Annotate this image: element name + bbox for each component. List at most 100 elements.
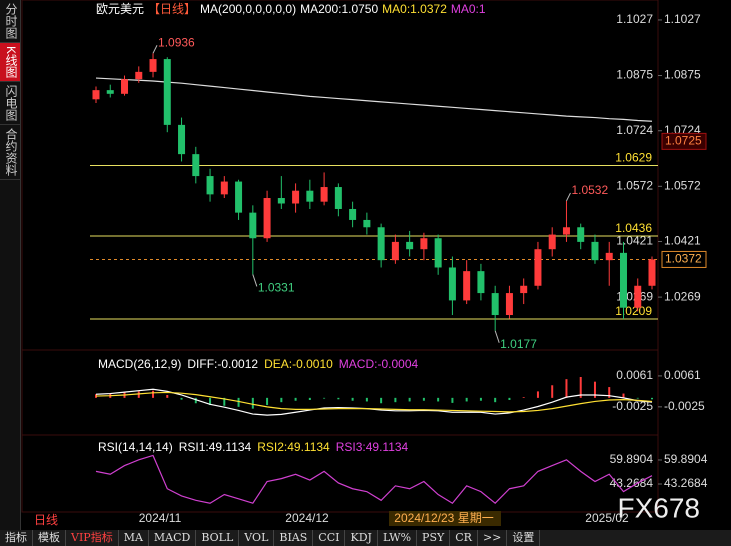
toolbar-tab[interactable]: LW%: [378, 530, 418, 546]
header-item: MA0:1: [451, 2, 486, 16]
x-label: 2024/12/23 星期一: [394, 511, 493, 525]
candle-body: [391, 241, 399, 261]
ma-box-label: 1.0725: [665, 134, 702, 148]
price-box: [661, 250, 707, 268]
candle-body: [178, 124, 186, 155]
candle-body: [548, 234, 556, 250]
candle-body: [235, 181, 243, 213]
toolbar-tab[interactable]: 指标: [0, 530, 33, 546]
macd-item: MACD(26,12,9): [98, 357, 181, 371]
toolbar-tab[interactable]: CR: [450, 530, 478, 546]
candle-body: [149, 59, 157, 72]
dea-line: [95, 391, 653, 413]
y-tick-label: 1.1027: [664, 12, 701, 26]
candle-body: [648, 259, 656, 286]
level-label: 1.0629: [615, 151, 652, 165]
pointer: [494, 330, 500, 343]
header-item: MA(200,0,0,0,0,0): [200, 2, 296, 16]
toolbar-tab[interactable]: BOLL: [196, 530, 240, 546]
header-item: 欧元美元: [96, 2, 144, 16]
y-tick-label: 1.1027: [616, 12, 653, 26]
header-item: MA0:1.0372: [382, 2, 447, 16]
side-tab[interactable]: 闪电图: [0, 82, 20, 126]
toolbar-tab[interactable]: 模板: [33, 530, 66, 546]
pane: [21, 0, 659, 351]
header-item: MA200:1.0750: [300, 2, 378, 16]
candle-body: [491, 293, 499, 316]
candle-body: [320, 187, 328, 202]
pointer: [252, 274, 258, 287]
y-tick-label: 1.0875: [664, 68, 701, 82]
candle-body: [562, 227, 570, 235]
side-tab[interactable]: K线图: [0, 43, 20, 83]
toolbar-tab[interactable]: VOL: [239, 530, 275, 546]
toolbar-tab[interactable]: VIP指标: [66, 530, 119, 546]
side-tab[interactable]: 合约资料: [0, 125, 20, 181]
candle-body: [448, 267, 456, 301]
sidebar: 分时图 K线图 闪电图 合约资料: [0, 0, 21, 530]
candle-body: [349, 208, 357, 220]
candle-body: [292, 190, 300, 204]
toolbar-tab[interactable]: BIAS: [274, 530, 314, 546]
candle-body: [634, 285, 642, 308]
rsi-item: RSI2:49.1134: [257, 440, 330, 454]
side-tab[interactable]: 分时图: [0, 0, 20, 43]
candle-body: [577, 227, 585, 242]
candle-body: [334, 187, 342, 209]
toolbar-tab[interactable]: KDJ: [345, 530, 378, 546]
header-item: 【日线】: [148, 2, 196, 16]
macd-item: DIFF:-0.0012: [187, 357, 258, 371]
y-tick-label: -0.0025: [664, 399, 705, 413]
macd-item: DEA:-0.0010: [264, 357, 333, 371]
candle-body: [163, 59, 171, 125]
y-tick-label: 0.0061: [664, 368, 701, 382]
y-tick-label: 1.0724: [616, 123, 653, 137]
candle-body: [591, 241, 599, 261]
x-label: 2025/02: [585, 511, 629, 525]
toolbar-tab[interactable]: 设置: [507, 530, 541, 546]
candle-body: [220, 181, 228, 195]
x-label: 2024/12: [285, 511, 329, 525]
toolbar-tab[interactable]: CCI: [313, 530, 346, 546]
extreme-label: 1.0936: [158, 35, 195, 49]
toolbar-tab[interactable]: >>: [478, 530, 508, 546]
y-tick-label: -0.0025: [612, 399, 653, 413]
toolbar-tab[interactable]: MA: [119, 530, 149, 546]
candle-body: [434, 238, 442, 268]
pane: [21, 434, 659, 513]
candle-body: [206, 176, 214, 195]
y-tick-label: 1.0269: [664, 289, 701, 303]
ma-box: [661, 132, 707, 150]
extreme-label: 1.0177: [500, 337, 537, 351]
candle-body: [363, 219, 371, 228]
rsi-item: RSI1:49.1134: [179, 440, 252, 454]
pointer: [152, 44, 158, 54]
toolbar-tab[interactable]: MACD: [149, 530, 197, 546]
y-tick-label: 1.0572: [664, 178, 701, 192]
y-tick-label: 43.2684: [610, 476, 654, 490]
candle-body: [619, 252, 627, 308]
toolbar: 指标 模板 VIP指标 MA MACD BOLL VOL BIAS CCI KDJ LW% PSY CR…: [0, 530, 731, 546]
candle-body: [277, 198, 285, 204]
candle-body: [477, 271, 485, 294]
candle-body: [406, 241, 414, 250]
rsi-line: [95, 454, 653, 505]
cursor-date-bg: [389, 511, 501, 526]
y-tick-label: 43.2684: [664, 476, 708, 490]
ma200-line: [95, 77, 653, 122]
candle-body: [534, 249, 542, 286]
y-tick-label: 59.8904: [664, 452, 708, 466]
extreme-label: 1.0331: [258, 281, 295, 295]
y-tick-label: 0.0061: [616, 368, 653, 382]
candle-body: [263, 198, 271, 239]
macd-item: MACD:-0.0004: [339, 357, 419, 371]
y-tick-label: 59.8904: [610, 452, 654, 466]
period-label: 日线: [34, 513, 58, 527]
candle-body: [605, 252, 613, 261]
y-tick-label: 1.0875: [616, 68, 653, 82]
rsi-item: RSI(14,14,14): [98, 440, 173, 454]
candle-body: [420, 238, 428, 250]
toolbar-tab[interactable]: PSY: [417, 530, 451, 546]
candle-body: [377, 227, 385, 261]
candle-body: [121, 79, 129, 94]
